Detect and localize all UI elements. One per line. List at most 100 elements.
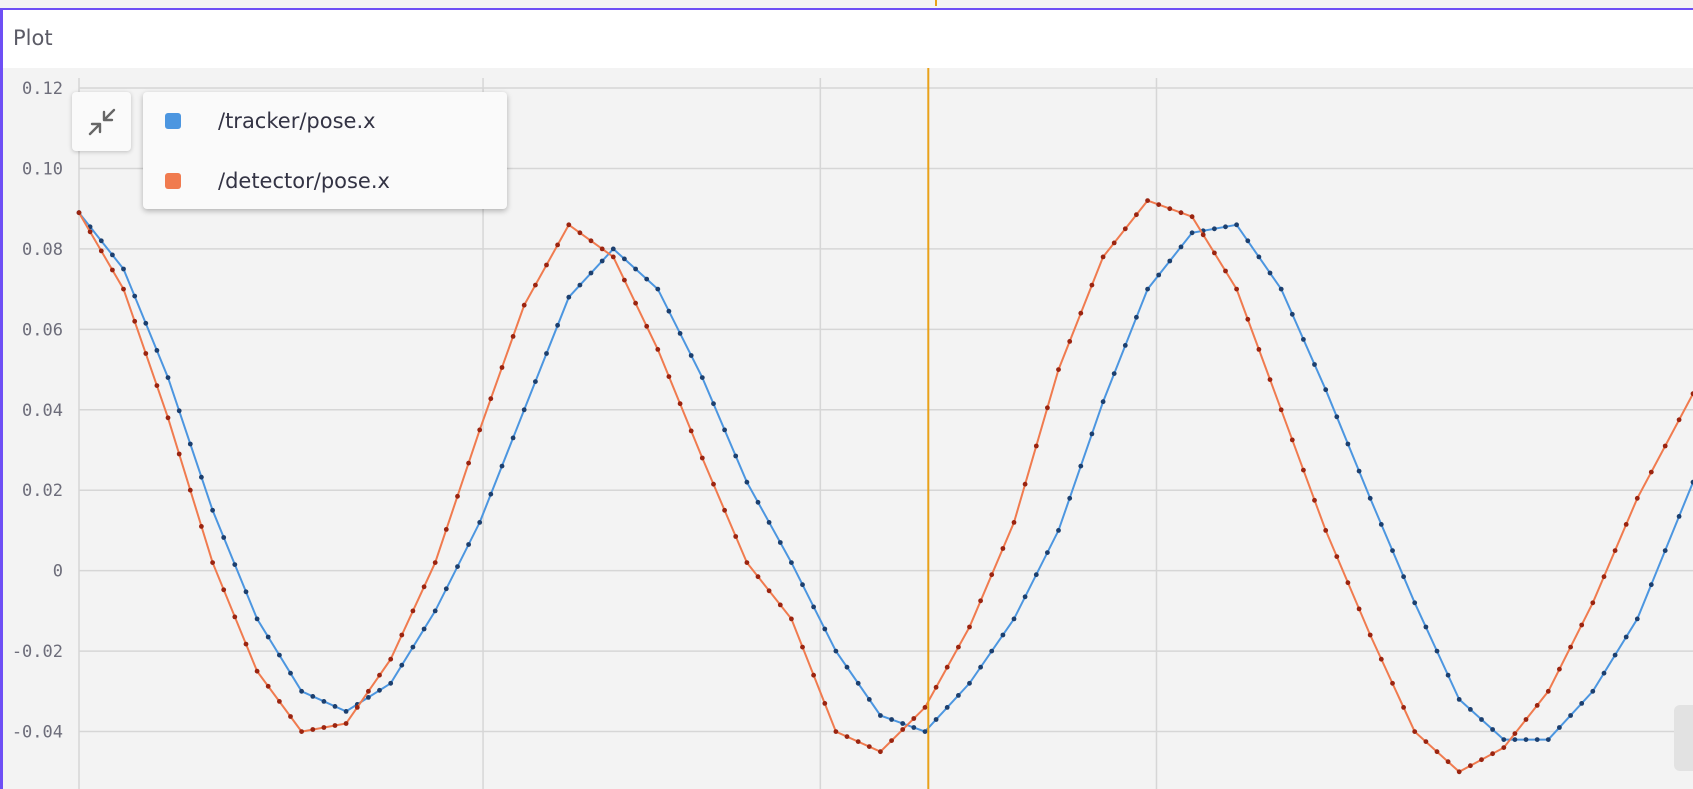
series-point-tracker xyxy=(677,331,683,336)
series-point-tracker xyxy=(1412,600,1418,606)
series-point-detector xyxy=(1056,367,1061,372)
series-point-tracker xyxy=(421,626,427,632)
series-point-tracker xyxy=(878,713,883,718)
series-point-detector xyxy=(544,262,549,268)
series-point-detector xyxy=(499,365,505,370)
series-point-detector xyxy=(622,277,627,283)
series-point-detector xyxy=(1156,202,1162,208)
series-point-detector xyxy=(811,672,816,678)
series-point-detector xyxy=(210,560,216,565)
series-point-tracker xyxy=(1690,479,1693,485)
series-point-detector xyxy=(388,656,394,662)
series-point-tracker xyxy=(1289,311,1295,317)
series-point-tracker xyxy=(744,479,750,485)
series-point-tracker xyxy=(221,535,227,540)
series-point-detector xyxy=(1445,759,1451,765)
series-point-detector xyxy=(1267,377,1273,382)
series-point-tracker xyxy=(499,463,505,469)
series-point-detector xyxy=(1122,226,1128,232)
series-point-detector xyxy=(833,729,839,734)
series-point-tracker xyxy=(722,427,727,433)
series-point-tracker xyxy=(310,694,316,699)
series-point-tracker xyxy=(1267,270,1273,276)
series-point-detector xyxy=(655,347,661,352)
series-point-tracker xyxy=(243,589,249,595)
series-point-detector xyxy=(1579,622,1585,628)
chart-legend: /tracker/pose.x /detector/pose.x xyxy=(143,92,507,209)
series-point-tracker xyxy=(900,721,906,726)
series-point-tracker xyxy=(978,664,983,670)
series-point-detector xyxy=(410,608,416,614)
series-point-tracker xyxy=(443,586,449,592)
series-point-detector xyxy=(755,574,761,580)
series-point-tracker xyxy=(1456,697,1462,702)
series-point-tracker xyxy=(533,379,538,384)
series-point-detector xyxy=(1200,232,1206,238)
series-point-detector xyxy=(777,602,783,608)
series-point-tracker xyxy=(655,286,661,292)
series-point-detector xyxy=(199,524,204,529)
series-point-tracker xyxy=(1676,514,1682,519)
series-point-tracker xyxy=(1033,572,1039,578)
series-point-detector xyxy=(1323,528,1329,533)
series-point-tracker xyxy=(1245,238,1251,244)
series-point-detector xyxy=(1690,391,1693,397)
series-point-tracker xyxy=(1345,441,1351,447)
series-point-tracker xyxy=(956,693,961,698)
series-point-tracker xyxy=(733,453,739,459)
series-point-tracker xyxy=(1301,337,1306,342)
series-point-tracker xyxy=(933,717,939,722)
series-point-tracker xyxy=(989,648,995,654)
series-point-tracker xyxy=(154,348,160,353)
series-point-tracker xyxy=(1078,463,1084,469)
series-point-detector xyxy=(277,699,282,704)
series-point-detector xyxy=(677,401,683,407)
series-point-detector xyxy=(76,210,82,216)
series-point-tracker xyxy=(1423,624,1429,630)
series-point-detector xyxy=(922,705,928,710)
series-point-tracker xyxy=(1189,230,1195,236)
series-point-tracker xyxy=(688,353,694,358)
series-point-tracker xyxy=(232,562,238,567)
series-point-tracker xyxy=(1648,582,1654,588)
series-point-tracker xyxy=(288,670,293,676)
series-point-detector xyxy=(967,624,972,630)
series-point-detector xyxy=(1000,546,1006,551)
series-point-detector xyxy=(1100,254,1106,260)
legend-item-detector[interactable]: /detector/pose.x xyxy=(165,166,390,196)
series-point-detector xyxy=(121,286,126,292)
series-point-detector xyxy=(1623,522,1629,527)
series-point-detector xyxy=(855,739,861,744)
series-point-tracker xyxy=(666,308,672,314)
series-point-detector xyxy=(521,302,527,308)
series-point-detector xyxy=(488,396,494,402)
series-point-tracker xyxy=(911,725,917,730)
series-point-detector xyxy=(1501,745,1507,750)
series-point-tracker xyxy=(610,246,616,252)
legend-item-tracker[interactable]: /tracker/pose.x xyxy=(165,106,376,136)
series-point-detector xyxy=(633,300,638,306)
series-point-detector xyxy=(421,584,427,590)
scroll-handle[interactable] xyxy=(1674,705,1693,771)
series-point-tracker xyxy=(521,407,527,413)
series-point-tracker xyxy=(1512,737,1518,742)
series-point-detector xyxy=(332,723,338,728)
legend-collapse-button[interactable] xyxy=(72,92,131,151)
series-point-tracker xyxy=(1479,717,1484,722)
series-point-detector xyxy=(1256,347,1262,352)
series-point-tracker xyxy=(1568,713,1573,718)
series-point-tracker xyxy=(1557,725,1562,730)
series-point-detector xyxy=(288,714,293,719)
series-point-tracker xyxy=(566,294,572,300)
series-point-tracker xyxy=(588,270,594,276)
series-point-detector xyxy=(143,351,149,356)
series-point-detector xyxy=(366,688,371,694)
series-point-detector xyxy=(1245,316,1251,322)
series-point-detector xyxy=(1401,705,1406,710)
series-point-tracker xyxy=(1367,495,1373,501)
series-point-tracker xyxy=(1490,727,1495,732)
series-point-detector xyxy=(1167,206,1173,212)
series-point-detector xyxy=(588,238,594,244)
series-point-detector xyxy=(1078,310,1084,316)
series-point-detector xyxy=(1412,729,1418,734)
